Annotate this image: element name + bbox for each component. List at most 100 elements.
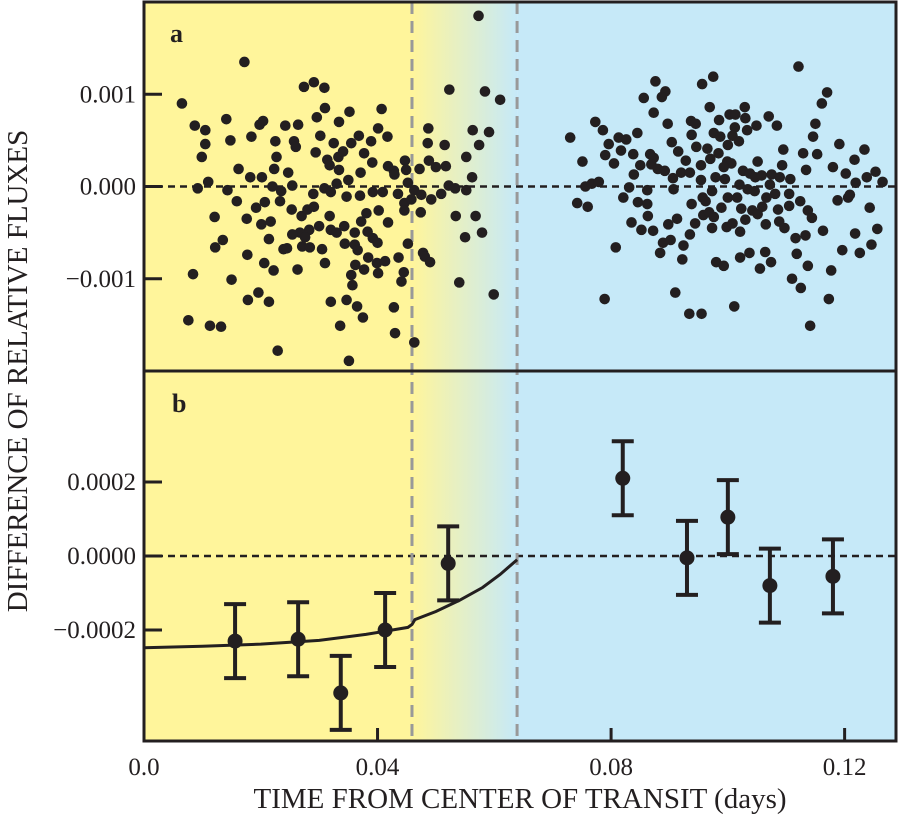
- data-point: [473, 139, 485, 151]
- data-point: [337, 146, 349, 157]
- data-point: [668, 183, 679, 195]
- data-point: [341, 294, 352, 306]
- data-point: [756, 170, 768, 181]
- model-curve: [143, 558, 519, 650]
- data-point: [290, 141, 302, 153]
- data-point: [797, 147, 809, 159]
- data-point: [270, 135, 281, 147]
- data-point: [866, 239, 877, 250]
- data-point: [259, 196, 271, 208]
- data-point: [877, 176, 888, 188]
- data-point: [345, 269, 357, 281]
- data-point: [366, 157, 378, 168]
- data-point: [791, 248, 803, 260]
- data-point: [641, 184, 653, 196]
- data-point: [338, 220, 350, 232]
- data-point: [620, 134, 632, 145]
- panel-b-points: [143, 439, 844, 732]
- y-tick-label-b: −0.0002: [53, 617, 136, 644]
- data-point: [258, 257, 270, 269]
- data-point: [353, 130, 365, 142]
- data-point: [751, 120, 762, 131]
- data-point: [349, 227, 361, 238]
- data-point: [476, 227, 488, 238]
- data-point: [854, 247, 866, 259]
- data-point: [662, 219, 674, 230]
- data-point: [460, 184, 472, 196]
- data-point: [231, 195, 243, 207]
- data-point: [670, 287, 681, 298]
- data-point: [648, 107, 660, 118]
- data-point: [650, 76, 661, 87]
- data-point: [187, 268, 199, 280]
- data-point: [324, 159, 335, 171]
- data-point: [864, 202, 876, 214]
- data-point: [189, 120, 201, 131]
- data-point: [192, 183, 204, 194]
- data-point: [358, 264, 370, 275]
- data-point: [221, 113, 232, 125]
- data-point: [416, 189, 427, 201]
- data-point: [352, 244, 363, 256]
- data-point: [200, 124, 211, 136]
- data-point: [778, 144, 789, 155]
- data-point: [741, 124, 753, 136]
- data-point: [313, 220, 325, 232]
- data-point: [200, 138, 211, 150]
- data-point: [263, 233, 275, 245]
- data-point: [861, 171, 873, 183]
- x-tick-label: 0.12: [823, 754, 867, 781]
- data-point: [325, 186, 337, 198]
- data-point: [618, 192, 629, 203]
- x-tick-label: 0.0: [128, 754, 159, 781]
- data-point: [783, 200, 795, 212]
- data-point: [810, 118, 821, 130]
- data-point: [424, 256, 436, 268]
- data-point: [372, 123, 384, 134]
- data-point: [439, 139, 450, 151]
- data-point: [256, 171, 268, 183]
- data-point: [362, 252, 374, 263]
- data-point: [599, 293, 610, 305]
- data-point: [740, 112, 751, 124]
- data-point: [825, 265, 837, 276]
- data-point: [286, 204, 298, 215]
- data-point: [686, 129, 697, 141]
- data-point: [202, 176, 214, 188]
- binned-point-marker: [762, 578, 778, 594]
- binned-point-marker: [227, 633, 243, 649]
- binned-point-marker: [825, 568, 841, 584]
- binned-point: [675, 518, 698, 597]
- data-point: [760, 219, 772, 230]
- data-point: [761, 192, 772, 203]
- data-point: [392, 188, 404, 200]
- data-point: [763, 111, 775, 122]
- binned-point: [437, 524, 460, 603]
- data-point: [209, 211, 220, 223]
- data-point: [377, 186, 389, 198]
- binned-point-marker: [679, 550, 695, 566]
- data-point: [422, 137, 434, 149]
- data-point: [779, 222, 790, 234]
- data-point: [250, 202, 262, 214]
- data-point: [671, 213, 683, 225]
- data-point: [347, 279, 358, 291]
- data-point: [722, 139, 734, 151]
- data-point: [677, 254, 688, 265]
- data-point: [827, 161, 839, 173]
- data-point: [319, 82, 330, 94]
- data-point: [398, 266, 410, 278]
- data-point: [684, 308, 695, 320]
- data-point: [719, 173, 731, 185]
- data-point: [647, 225, 659, 237]
- data-point: [686, 198, 697, 210]
- data-point: [354, 190, 366, 202]
- data-point: [800, 164, 812, 176]
- data-point: [800, 230, 811, 241]
- data-point: [382, 131, 393, 142]
- data-point: [196, 151, 208, 163]
- x-tick-label: 0.04: [356, 754, 400, 781]
- data-point: [590, 116, 601, 128]
- data-point: [713, 114, 725, 126]
